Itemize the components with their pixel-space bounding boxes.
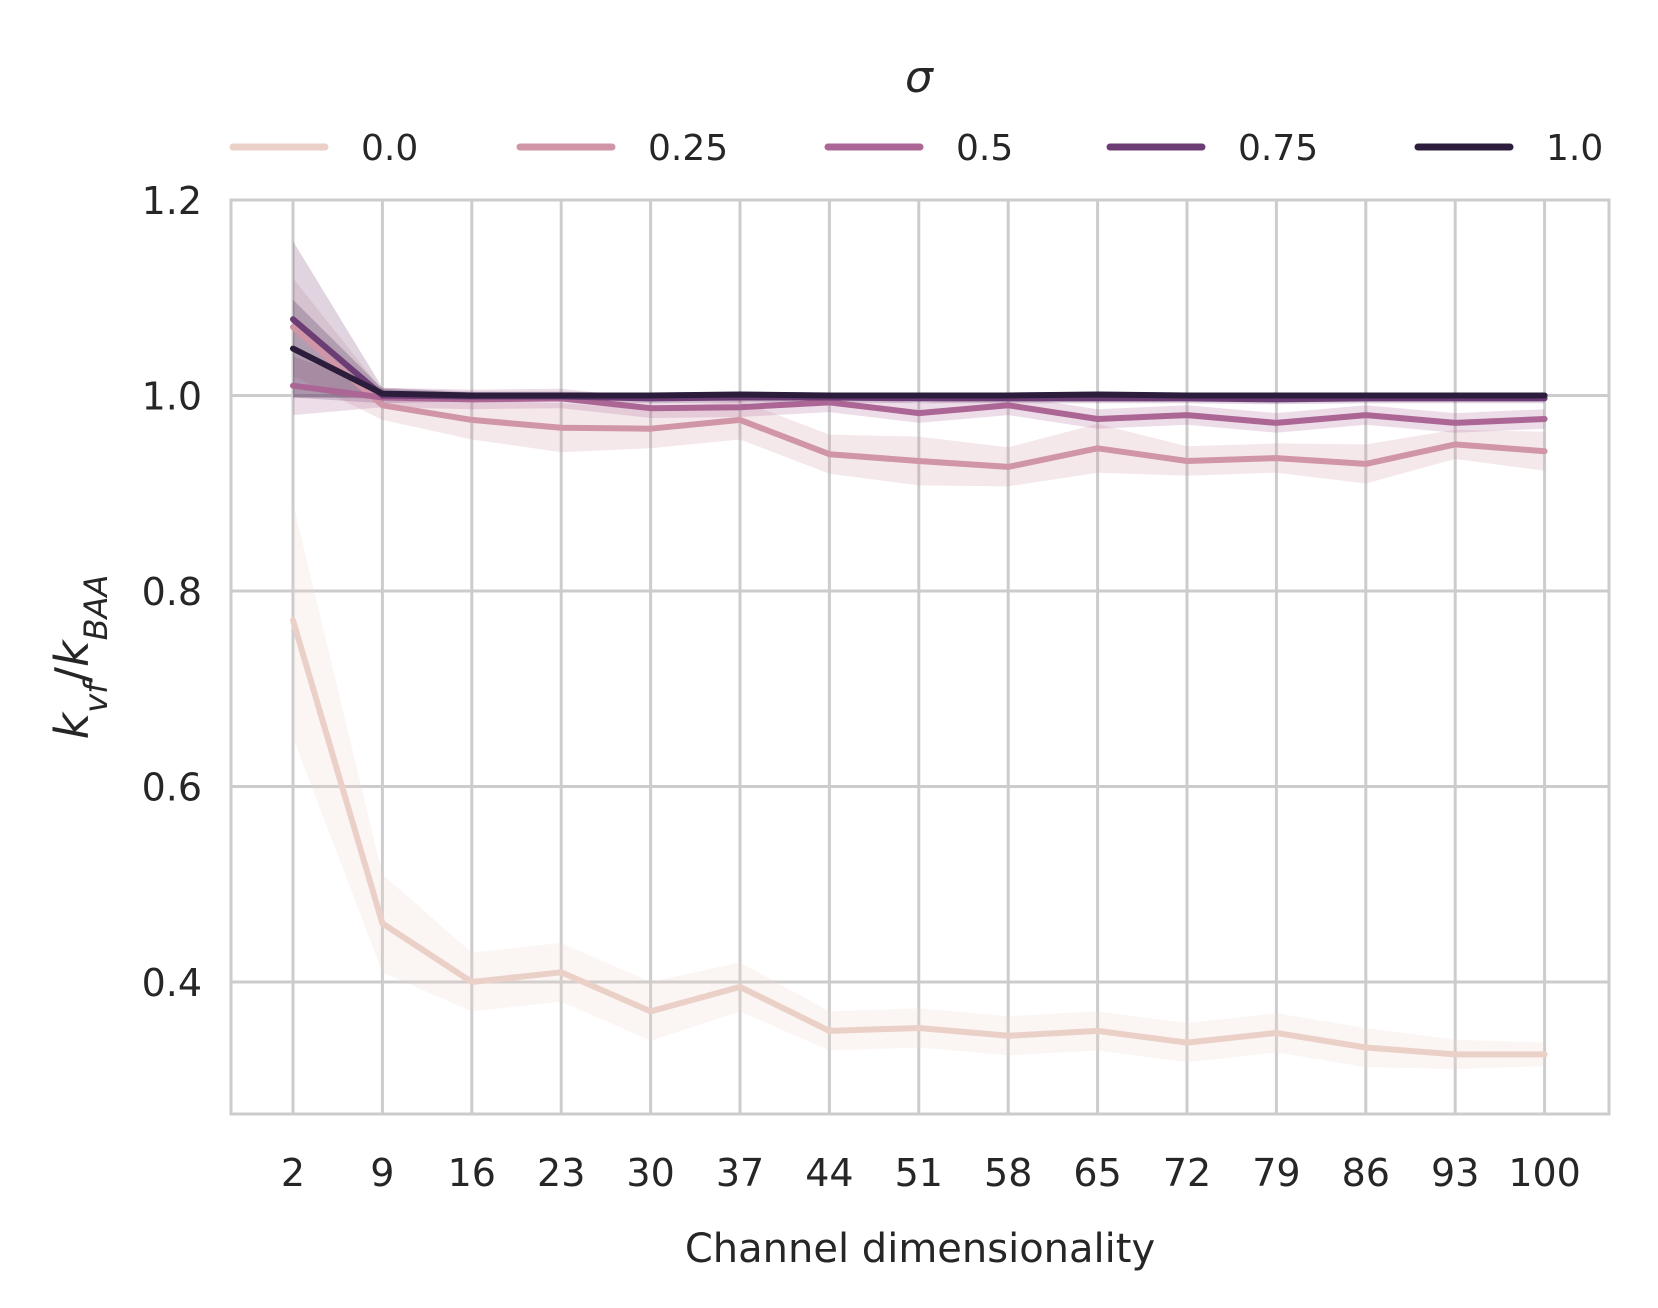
y-tick-label: 1.0 [142, 375, 202, 419]
y-axis-k2: k [45, 638, 99, 667]
y-tick-label: 0.8 [142, 570, 202, 614]
band-0.25 [293, 278, 1545, 487]
plot-frame [229, 198, 1611, 1116]
x-tick-label: 100 [1508, 1151, 1581, 1195]
x-tick-label: 23 [537, 1151, 585, 1195]
confidence-bands [293, 241, 1545, 1069]
x-tick-label: 58 [984, 1151, 1032, 1195]
y-axis-slash: / [45, 667, 99, 683]
x-tick-label: 16 [448, 1151, 496, 1195]
series-line-0.0 [290, 617, 1548, 1058]
x-tick-label: 65 [1073, 1151, 1121, 1195]
x-tick-label: 79 [1252, 1151, 1300, 1195]
y-tick-labels: 0.4 0.6 0.8 1.0 1.2 [142, 179, 202, 1005]
x-tick-label: 9 [370, 1151, 394, 1195]
series-line-1.0 [290, 345, 1548, 399]
y-axis-sub1: vf [77, 678, 115, 713]
legend-label-0.5: 0.5 [956, 128, 1013, 169]
legend-label-0.75: 0.75 [1238, 128, 1318, 169]
legend: 0.0 0.25 0.5 0.75 1.0 [229, 128, 1603, 169]
series-line-0.25 [290, 324, 1548, 470]
y-axis-title: kvf/kBAA [45, 575, 115, 740]
y-axis-sub2: BAA [77, 575, 115, 641]
x-axis-title: Channel dimensionality [685, 1226, 1155, 1272]
y-tick-label: 1.2 [142, 179, 202, 223]
x-tick-label: 30 [626, 1151, 674, 1195]
x-tick-label: 93 [1431, 1151, 1479, 1195]
x-tick-label: 37 [716, 1151, 764, 1195]
legend-label-1.0: 1.0 [1546, 128, 1603, 169]
x-tick-labels: 2 9 16 23 30 37 44 51 58 65 72 79 86 93 100 [281, 1151, 1581, 1195]
band-0.5 [293, 356, 1545, 433]
y-axis-k1: k [45, 710, 99, 739]
x-tick-label: 51 [895, 1151, 943, 1195]
series-lines [290, 316, 1548, 1058]
x-tick-label: 72 [1163, 1151, 1211, 1195]
legend-label-0.25: 0.25 [648, 128, 728, 169]
legend-title: σ [905, 52, 934, 103]
x-tick-label: 44 [805, 1151, 853, 1195]
x-grid [291, 200, 1547, 1114]
y-tick-label: 0.6 [142, 766, 202, 810]
x-tick-label: 2 [281, 1151, 305, 1195]
legend-label-0.0: 0.0 [361, 128, 418, 169]
x-tick-label: 86 [1342, 1151, 1390, 1195]
y-tick-label: 0.4 [142, 961, 202, 1005]
